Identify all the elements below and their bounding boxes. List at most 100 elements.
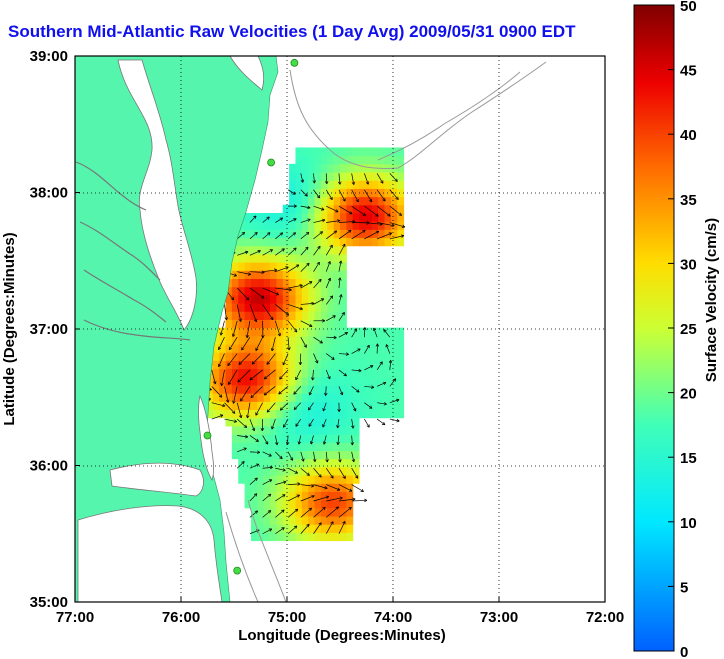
velocity-cell xyxy=(282,425,290,435)
velocity-cell xyxy=(295,155,303,165)
velocity-cell xyxy=(346,172,354,181)
velocity-cell xyxy=(346,229,354,239)
velocity-cell xyxy=(276,327,284,337)
velocity-cell xyxy=(359,409,366,419)
velocity-cell xyxy=(340,311,347,320)
velocity-cell xyxy=(282,335,290,345)
velocity-arrow xyxy=(282,353,289,366)
velocity-arrow xyxy=(262,493,272,502)
velocity-cell xyxy=(289,442,296,451)
velocity-cell xyxy=(340,458,347,468)
velocity-cell xyxy=(238,327,246,337)
velocity-cell xyxy=(308,147,316,157)
velocity-cell xyxy=(320,188,328,198)
velocity-cell xyxy=(263,417,271,427)
velocity-cell xyxy=(333,450,341,460)
velocity-arrow xyxy=(326,205,339,213)
velocity-cell xyxy=(212,344,220,353)
velocity-arrow xyxy=(325,244,333,256)
velocity-cell xyxy=(263,475,271,484)
velocity-cell xyxy=(276,221,284,230)
velocity-arrow xyxy=(351,402,357,412)
velocity-cell xyxy=(346,180,354,189)
velocity-arrow xyxy=(287,232,296,240)
velocity-cell xyxy=(327,384,335,394)
velocity-cell xyxy=(295,434,303,443)
velocity-arrow xyxy=(351,173,356,185)
velocity-arrow xyxy=(288,482,301,486)
velocity-arrow xyxy=(262,304,274,321)
velocity-cell xyxy=(327,417,335,427)
velocity-cell xyxy=(327,344,335,353)
velocity-cell xyxy=(320,344,328,353)
velocity-cell xyxy=(320,458,328,468)
velocity-cell xyxy=(289,507,296,517)
colorbar xyxy=(633,4,675,652)
velocity-arrow xyxy=(236,304,243,322)
velocity-cell xyxy=(276,401,284,411)
velocity-cell xyxy=(314,516,322,525)
velocity-cell xyxy=(263,491,271,501)
velocity-cell xyxy=(390,188,398,198)
velocity-arrow xyxy=(322,418,327,428)
velocity-arrow xyxy=(389,205,402,216)
velocity-cell xyxy=(225,294,233,304)
velocity-cell xyxy=(340,278,347,288)
velocity-cell xyxy=(263,278,271,288)
velocity-cell xyxy=(308,434,316,443)
velocity-cell xyxy=(378,327,386,337)
velocity-cell xyxy=(289,393,296,402)
velocity-cell xyxy=(314,483,322,492)
velocity-arrow xyxy=(376,173,384,184)
velocity-arrow xyxy=(288,204,297,208)
velocity-cell xyxy=(308,532,316,542)
velocity-cell xyxy=(270,516,277,525)
velocity-cell xyxy=(371,212,379,222)
velocity-arrow xyxy=(262,528,273,535)
velocity-cell xyxy=(270,319,277,329)
velocity-cell xyxy=(346,524,354,533)
velocity-cell xyxy=(308,237,316,247)
land-mass xyxy=(75,56,279,602)
velocity-cell xyxy=(250,327,258,337)
velocity-cell xyxy=(371,221,379,230)
velocity-cell xyxy=(231,450,239,460)
velocity-cell xyxy=(314,212,322,222)
velocity-arrow xyxy=(308,418,314,427)
velocity-cell xyxy=(327,524,335,533)
velocity-cell xyxy=(270,335,277,345)
velocity-arrow xyxy=(313,231,323,240)
velocity-cell xyxy=(327,475,335,484)
velocity-cell xyxy=(289,319,296,329)
velocity-cell xyxy=(371,229,379,239)
velocity-arrow xyxy=(364,189,373,203)
velocity-cell xyxy=(295,376,303,386)
velocity-cell xyxy=(365,327,373,337)
velocity-cell xyxy=(282,466,290,476)
velocity-cell xyxy=(333,409,341,419)
potomac-river xyxy=(75,161,147,211)
velocity-cell xyxy=(333,180,341,189)
velocity-cell xyxy=(333,475,341,484)
velocity-arrow xyxy=(249,287,265,299)
velocity-cell xyxy=(289,434,296,443)
velocity-cell xyxy=(320,401,328,411)
velocity-cell xyxy=(238,368,246,378)
velocity-cell xyxy=(390,196,398,206)
velocity-arrow xyxy=(322,435,327,445)
velocity-cell xyxy=(308,180,316,189)
velocity-arrow xyxy=(325,521,334,534)
velocity-cell xyxy=(263,327,271,337)
velocity-cell xyxy=(244,401,252,411)
velocity-cell xyxy=(238,319,246,329)
velocity-arrow xyxy=(375,343,380,354)
velocity-cell xyxy=(340,253,347,263)
velocity-cell xyxy=(289,425,296,435)
velocity-cell xyxy=(346,360,354,370)
velocity-arrow xyxy=(224,418,237,423)
velocity-cell xyxy=(257,352,265,361)
velocity-cell xyxy=(244,270,252,279)
velocity-cell xyxy=(333,499,341,509)
velocity-cell xyxy=(282,409,290,419)
velocity-cell xyxy=(276,442,284,451)
